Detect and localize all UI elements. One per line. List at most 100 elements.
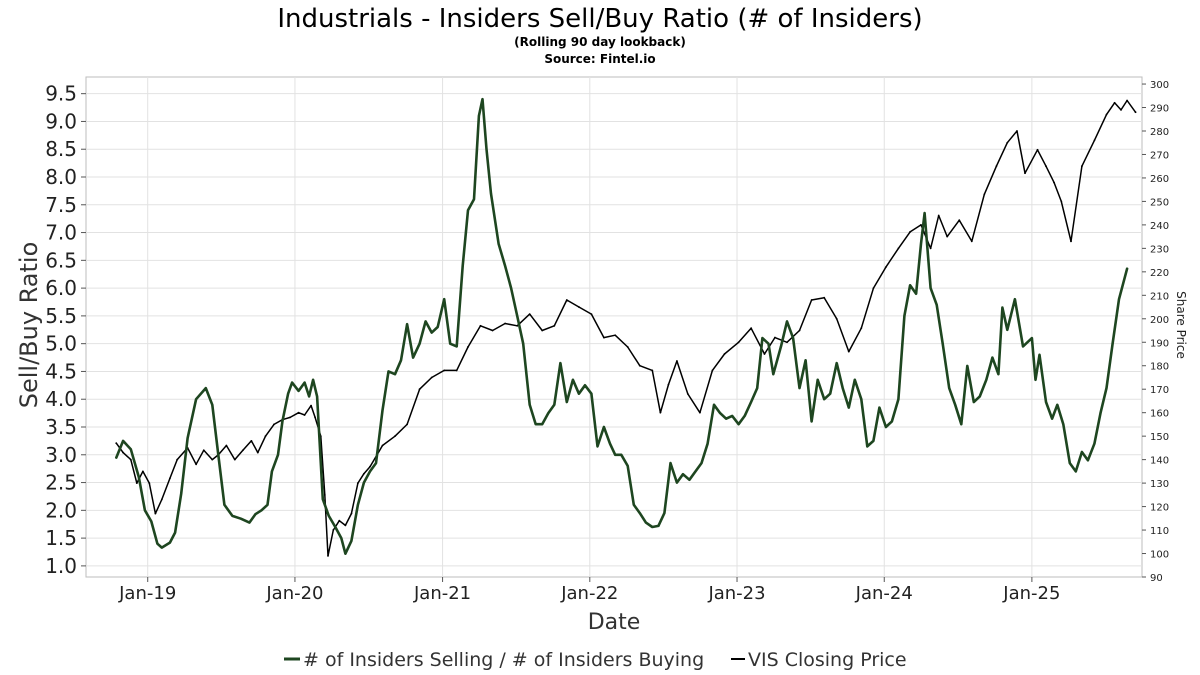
data-point-insider-ratio — [369, 470, 371, 473]
x-tick-label: Jan-25 — [1002, 583, 1060, 604]
data-point-vis-price — [638, 364, 641, 367]
data-point-vis-price — [1113, 101, 1116, 104]
data-point-insider-ratio — [626, 464, 629, 467]
data-point-insider-ratio — [461, 264, 464, 267]
data-point-insider-ratio — [798, 387, 801, 390]
right-tick-label: 120 — [1150, 503, 1169, 514]
data-point-vis-price — [1120, 108, 1122, 111]
right-tick-label: 290 — [1150, 104, 1169, 115]
data-point-vis-price — [115, 442, 118, 445]
data-point-insider-ratio — [1111, 342, 1114, 345]
data-point-vis-price — [141, 470, 144, 473]
data-point-insider-ratio — [1022, 345, 1024, 348]
data-point-vis-price — [995, 165, 998, 168]
left-tick-label: 1.0 — [45, 554, 77, 578]
data-point-vis-price — [314, 416, 317, 419]
right-tick-label: 210 — [1150, 291, 1169, 302]
data-point-insider-ratio — [497, 242, 500, 245]
data-point-vis-price — [479, 324, 482, 327]
left-tick-label: 8.0 — [45, 165, 77, 189]
left-tick-label: 6.0 — [45, 276, 77, 300]
data-point-insider-ratio — [160, 546, 163, 549]
left-tick-label: 6.5 — [45, 248, 77, 272]
data-point-vis-price — [406, 423, 408, 426]
x-tick-label: Jan-21 — [413, 583, 471, 604]
data-point-insider-ratio — [985, 378, 988, 381]
data-point-insider-ratio — [485, 148, 488, 151]
data-point-insider-ratio — [129, 448, 132, 451]
right-tick-label: 190 — [1150, 338, 1169, 349]
data-point-insider-ratio — [1105, 387, 1108, 390]
data-point-insider-ratio — [972, 401, 975, 403]
data-point-vis-price — [1024, 172, 1026, 175]
chart-subtitle-lookback: (Rolling 90 day lookback) — [514, 35, 686, 49]
left-tick-label: 5.0 — [45, 332, 77, 356]
data-point-insider-ratio — [1074, 470, 1077, 473]
legend-label-vis-price: VIS Closing Price — [748, 649, 907, 671]
data-point-insider-ratio — [578, 392, 580, 395]
data-point-vis-price — [884, 266, 887, 269]
left-tick-label: 9.5 — [45, 82, 77, 106]
data-point-vis-price — [338, 519, 341, 522]
data-point-insider-ratio — [291, 381, 294, 384]
data-point-insider-ratio — [375, 462, 377, 465]
data-point-insider-ratio — [281, 420, 284, 423]
data-point-vis-price — [1105, 113, 1108, 116]
data-point-insider-ratio — [334, 526, 337, 528]
data-point-insider-ratio — [756, 387, 759, 390]
data-point-vis-price — [1053, 181, 1055, 184]
data-point-insider-ratio — [481, 98, 484, 101]
right-tick-label: 170 — [1150, 385, 1169, 396]
data-point-vis-price — [273, 423, 275, 426]
data-point-vis-price — [323, 493, 326, 496]
legend-label-insider-ratio: # of Insiders Selling / # of Insiders Bu… — [303, 649, 704, 671]
data-point-vis-price — [937, 214, 940, 217]
data-point-insider-ratio — [150, 520, 153, 523]
data-point-insider-ratio — [303, 381, 306, 384]
data-point-insider-ratio — [504, 264, 506, 267]
y-axis-label-left: Sell/Buy Ratio — [15, 242, 43, 409]
left-tick-label: 4.0 — [45, 387, 77, 411]
data-point-insider-ratio — [960, 423, 963, 426]
data-point-insider-ratio — [455, 345, 458, 348]
data-point-vis-price — [847, 350, 850, 353]
data-point-insider-ratio — [929, 287, 932, 290]
data-point-insider-ratio — [810, 420, 813, 423]
data-point-insider-ratio — [1093, 442, 1096, 445]
data-point-vis-price — [667, 383, 670, 386]
data-point-insider-ratio — [122, 439, 125, 442]
data-point-insider-ratio — [406, 323, 408, 326]
right-tick-label: 280 — [1150, 127, 1169, 138]
data-point-vis-price — [603, 336, 605, 339]
data-point-insider-ratio — [609, 442, 611, 445]
data-point-insider-ratio — [316, 395, 319, 398]
data-point-vis-price — [455, 369, 458, 372]
data-point-insider-ratio — [168, 541, 171, 544]
data-point-insider-ratio — [559, 362, 562, 365]
data-point-insider-ratio — [620, 453, 623, 456]
data-point-insider-ratio — [1080, 451, 1083, 453]
data-point-vis-price — [467, 346, 469, 348]
data-point-insider-ratio — [997, 373, 1000, 376]
data-point-vis-price — [327, 554, 329, 557]
data-point-insider-ratio — [584, 384, 586, 387]
data-point-insider-ratio — [772, 373, 775, 376]
x-tick-label: Jan-19 — [118, 583, 176, 604]
data-point-insider-ratio — [1126, 267, 1128, 270]
data-point-insider-ratio — [266, 503, 269, 506]
data-point-vis-price — [1093, 139, 1096, 142]
data-point-insider-ratio — [991, 356, 994, 359]
x-axis-ticks: Jan-19 Jan-20 Jan-21 Jan-22 Jan-23 Jan-24 Jan-… — [118, 583, 1060, 604]
data-point-vis-price — [122, 451, 125, 454]
data-point-insider-ratio — [418, 342, 421, 345]
data-point-insider-ratio — [909, 284, 911, 287]
data-point-vis-price — [344, 524, 347, 527]
data-point-insider-ratio — [363, 481, 365, 484]
data-point-vis-price — [553, 324, 556, 327]
plot-area — [85, 76, 1143, 578]
data-point-insider-ratio — [430, 331, 433, 334]
data-point-vis-price — [823, 296, 826, 299]
data-point-insider-ratio — [948, 387, 951, 390]
data-point-insider-ratio — [590, 392, 593, 395]
data-point-insider-ratio — [327, 514, 330, 517]
